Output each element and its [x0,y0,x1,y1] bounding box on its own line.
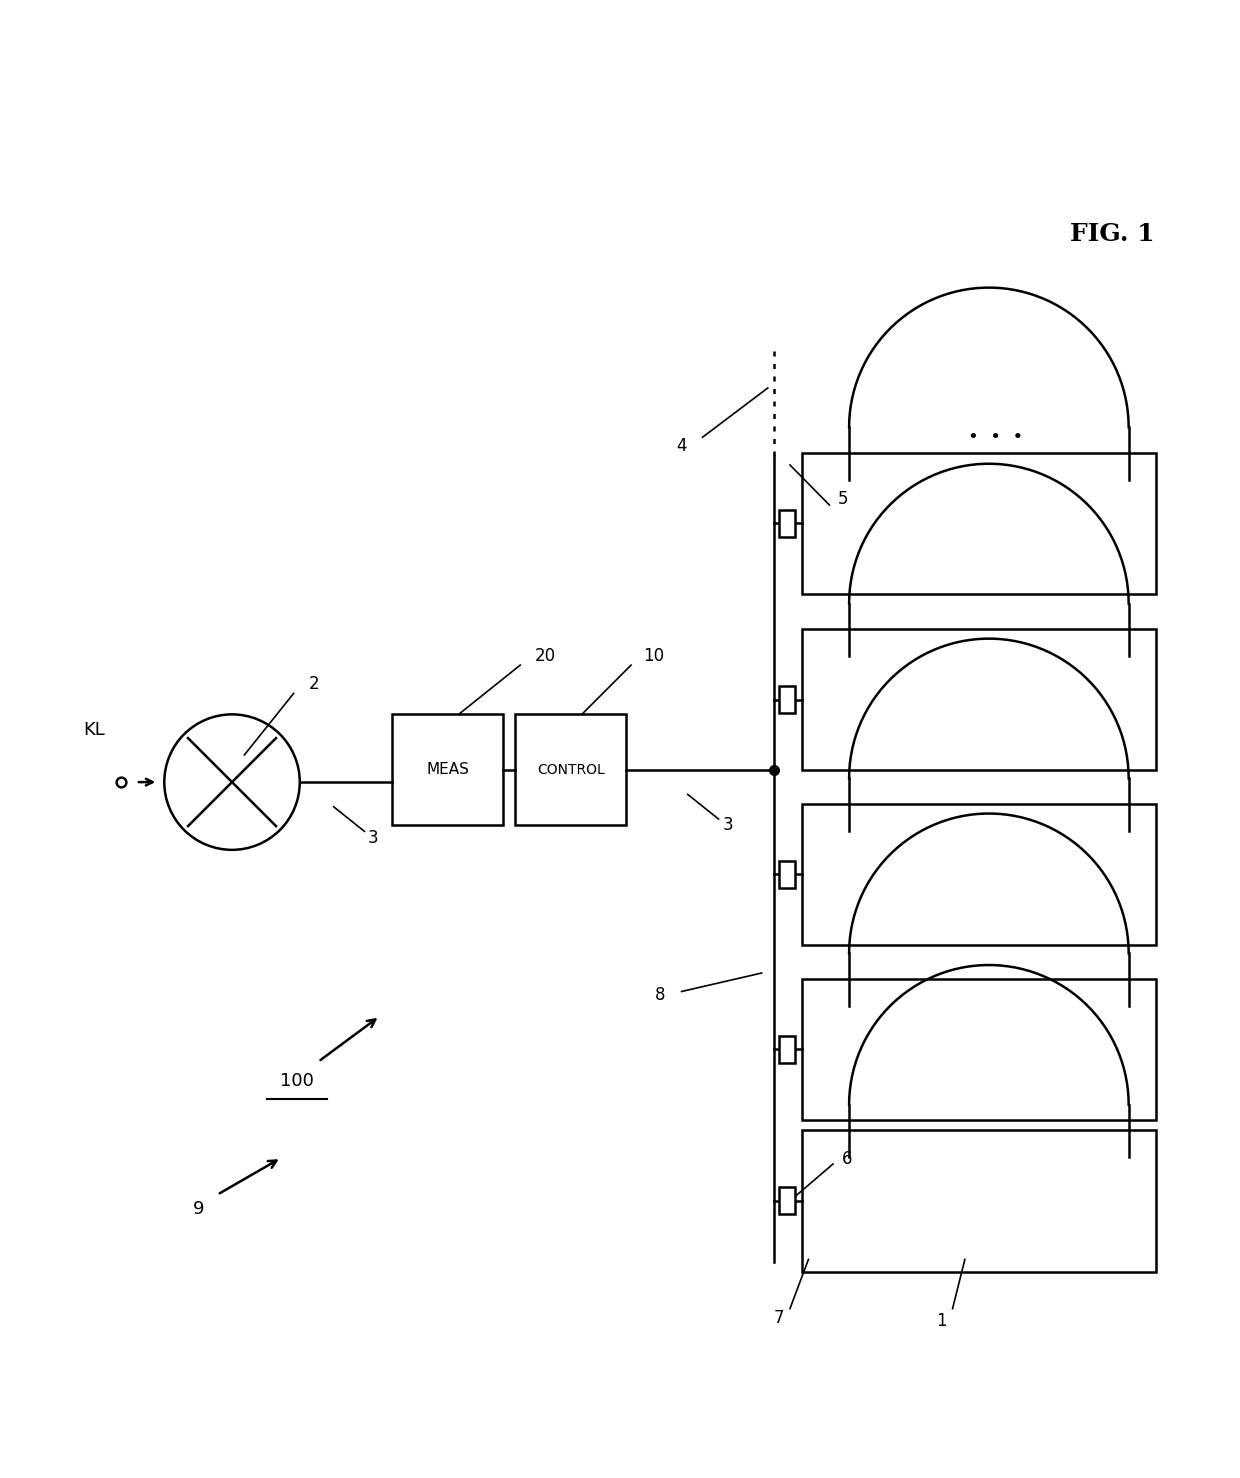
Bar [516,714,626,825]
Text: KL: KL [83,721,105,739]
Text: 4: 4 [676,437,687,455]
Bar [779,1187,795,1215]
Text: 8: 8 [655,986,666,1004]
Text: 1: 1 [936,1312,946,1330]
Text: 100: 100 [280,1073,314,1091]
Bar [802,804,1156,946]
Bar [802,1131,1156,1271]
Bar [779,686,795,712]
Text: 3: 3 [368,829,378,847]
Text: 7: 7 [774,1310,784,1327]
Text: 5: 5 [838,489,848,508]
Text: FIG. 1: FIG. 1 [1070,222,1154,245]
Text: •  •  •: • • • [968,429,1023,446]
Text: 9: 9 [193,1200,205,1218]
Bar [392,714,503,825]
Bar [802,628,1156,770]
Text: 10: 10 [644,647,665,665]
Text: MEAS: MEAS [427,763,469,777]
Bar [779,1036,795,1063]
Text: 2: 2 [309,674,319,693]
Bar [779,510,795,537]
Bar [802,978,1156,1120]
Text: 6: 6 [842,1150,852,1168]
Text: 3: 3 [722,816,733,834]
Bar [779,860,795,888]
Text: 20: 20 [534,647,556,665]
Bar [802,452,1156,594]
Text: CONTROL: CONTROL [537,763,605,777]
